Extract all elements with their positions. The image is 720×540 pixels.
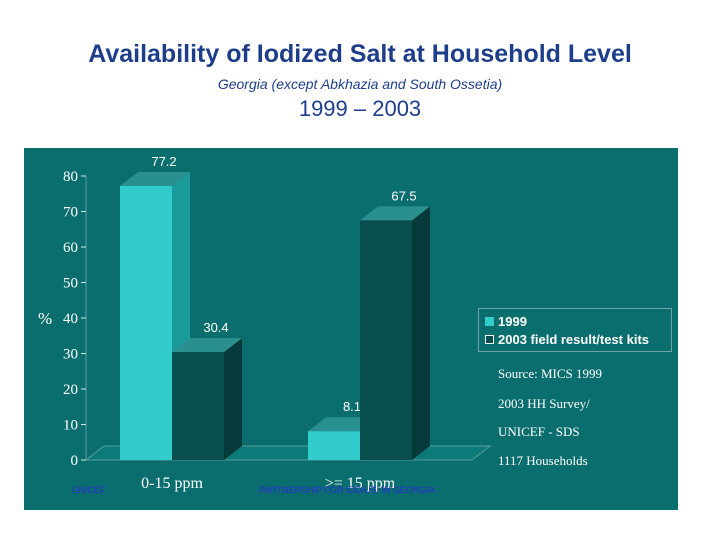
y-tick-label: 80 xyxy=(63,169,78,185)
bar-data-label: 8.1 xyxy=(343,399,361,414)
bar-side xyxy=(412,206,430,460)
legend-label-2003: 2003 field result/test kits xyxy=(498,332,650,347)
x-category-label: 0-15 ppm xyxy=(141,475,203,492)
y-tick-label: 10 xyxy=(63,418,78,434)
bar-top xyxy=(120,171,190,186)
legend-swatch-2003 xyxy=(485,335,494,344)
slide-title: Availability of Iodized Salt at Househol… xyxy=(88,40,632,68)
footer-partnership: PARTNERSHIP FOR IDD/USI IN GEORGIA xyxy=(259,485,436,495)
source-line-4: 1117 Households xyxy=(498,453,588,468)
bar xyxy=(308,431,360,460)
y-tick-label: 0 xyxy=(71,453,79,469)
bar-side xyxy=(224,338,242,460)
y-tick-label: 50 xyxy=(63,276,78,292)
bar-data-label: 77.2 xyxy=(151,154,176,169)
y-tick-label: 20 xyxy=(63,382,78,398)
bar-data-label: 30.4 xyxy=(203,320,228,335)
source-line-2: 2003 HH Survey/ xyxy=(498,396,590,411)
slide-year-range: 1999 – 2003 xyxy=(298,96,422,121)
legend-swatch-1999 xyxy=(485,317,494,326)
chart-panel: 0 10 20 30 40 50 60 70 80% 77.2 30.4 0-15 ppm 8.1 67.… xyxy=(24,148,678,510)
bar xyxy=(360,220,412,460)
y-tick-label: 30 xyxy=(63,347,78,363)
slide-subtitle: Georgia (except Abkhazia and South Osset… xyxy=(217,76,503,92)
chart-legend: 1999 2003 field result/test kits xyxy=(478,308,672,352)
legend-item-1999: 1999 xyxy=(485,314,527,329)
legend-item-2003: 2003 field result/test kits xyxy=(485,332,649,347)
bar-data-label: 67.5 xyxy=(391,188,416,203)
y-tick-label: 40 xyxy=(63,311,78,327)
y-tick-label: 70 xyxy=(63,205,78,221)
bar-chart: 0 10 20 30 40 50 60 70 80% 77.2 30.4 0-15 ppm 8.1 67.… xyxy=(38,154,492,492)
footer-unicef: UNICEF xyxy=(72,485,106,495)
legend-label-1999: 1999 xyxy=(498,314,527,329)
y-tick-label: 60 xyxy=(63,240,78,256)
x-category-label: >= 15 ppm xyxy=(325,475,396,492)
bar xyxy=(120,185,172,460)
bar-top xyxy=(172,338,242,353)
y-axis-label: % xyxy=(38,309,52,328)
source-line-3: UNICEF - SDS xyxy=(498,424,580,439)
bar-top xyxy=(360,206,430,221)
bar xyxy=(172,352,224,460)
source-line-1: Source: MICS 1999 xyxy=(498,366,602,381)
